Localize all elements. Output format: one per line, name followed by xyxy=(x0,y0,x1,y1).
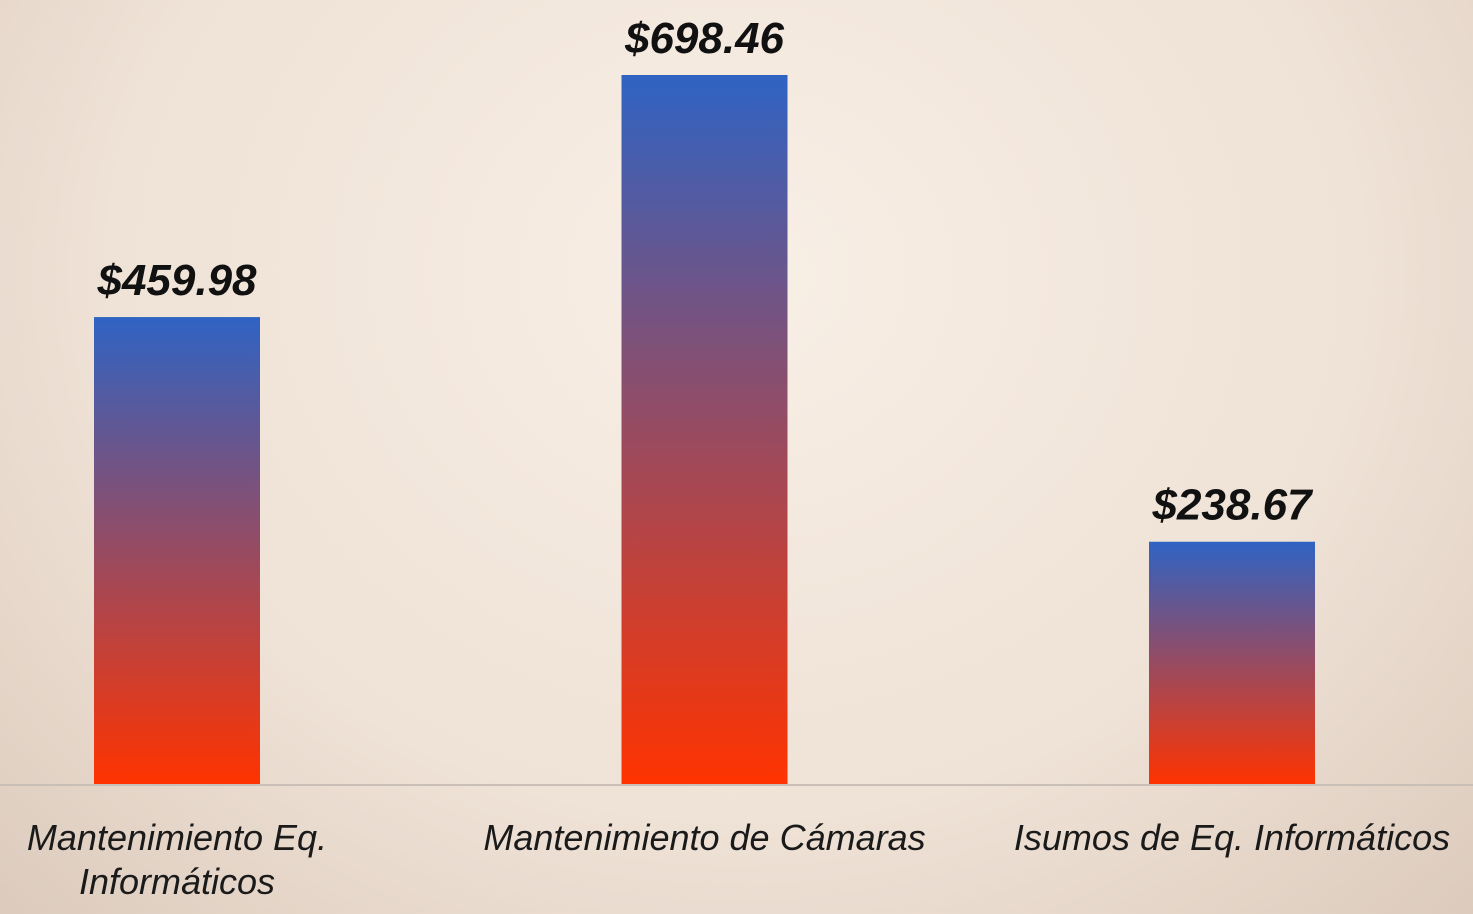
bar xyxy=(1149,542,1315,784)
value-label: $238.67 xyxy=(1151,481,1314,530)
x-tick-label: Mantenimiento de Cámaras xyxy=(455,816,955,860)
bar xyxy=(622,75,788,784)
x-tick-label: Isumos de Eq. Informáticos xyxy=(982,816,1473,860)
bar xyxy=(94,317,260,784)
value-label: $459.98 xyxy=(96,256,257,305)
x-tick-label: Mantenimiento Eq. Informáticos xyxy=(0,816,357,904)
value-label: $698.46 xyxy=(624,14,785,63)
page: $459.98$698.46$238.67 (() => { const dat… xyxy=(0,0,1473,914)
chart: $459.98 $698.46 $238.67 xyxy=(0,0,1473,914)
